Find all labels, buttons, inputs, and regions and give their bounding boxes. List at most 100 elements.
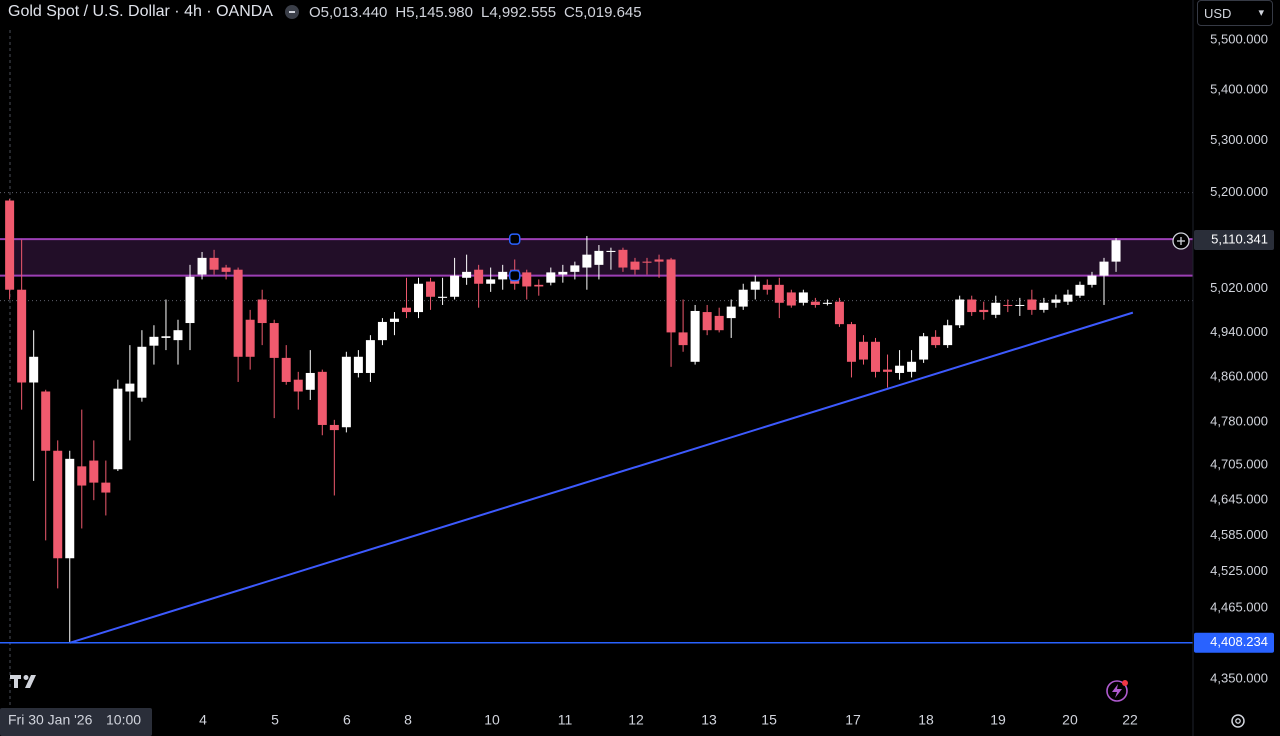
candle-body bbox=[293, 379, 303, 392]
candle-body bbox=[1099, 261, 1109, 276]
candle-body bbox=[401, 307, 411, 313]
candle-body bbox=[834, 301, 844, 325]
candle-body bbox=[486, 279, 496, 284]
candle-body bbox=[606, 250, 616, 252]
candle-body bbox=[582, 254, 592, 268]
candle-body bbox=[377, 321, 387, 341]
x-tick-label: 12 bbox=[628, 712, 644, 728]
candle-body bbox=[329, 424, 339, 431]
ohlc-label: L bbox=[480, 3, 490, 21]
candle-body bbox=[498, 271, 508, 280]
currency-select[interactable]: USD bbox=[1197, 0, 1273, 26]
candle-body bbox=[858, 341, 868, 360]
candle-body bbox=[979, 309, 989, 313]
candle-body bbox=[450, 275, 460, 297]
candle-body bbox=[365, 340, 375, 373]
candle-body bbox=[29, 356, 39, 383]
candle-body bbox=[1027, 299, 1037, 310]
candle-body bbox=[871, 341, 881, 372]
y-tick-label: 4,645.000 bbox=[1210, 492, 1268, 507]
candle-body bbox=[305, 372, 315, 390]
x-tick-label: 22 bbox=[1122, 712, 1138, 728]
candle-body bbox=[5, 200, 15, 290]
price-badge-label: 5,110.341 bbox=[1211, 231, 1268, 246]
y-tick-label: 5,500.000 bbox=[1210, 31, 1268, 46]
candle-body bbox=[546, 272, 556, 283]
candle-body bbox=[642, 261, 652, 263]
candle-body bbox=[353, 356, 363, 373]
candle-body bbox=[245, 319, 255, 357]
y-tick-label: 4,585.000 bbox=[1210, 527, 1268, 542]
ohlc-value: 5,013.440 bbox=[320, 3, 388, 21]
candle-body bbox=[462, 271, 472, 278]
candle-body bbox=[931, 336, 941, 346]
candle-body bbox=[702, 312, 712, 331]
candle-body bbox=[750, 281, 760, 290]
ohlc-value: 5,145.980 bbox=[406, 3, 473, 21]
candle-body bbox=[17, 289, 27, 383]
candle-body bbox=[474, 269, 484, 284]
candle-body bbox=[1111, 240, 1121, 262]
date-badge-time: 10:00 bbox=[106, 712, 141, 728]
y-tick-label: 5,300.000 bbox=[1210, 132, 1268, 147]
candle-body bbox=[690, 310, 700, 362]
trendline bbox=[69, 311, 1134, 644]
date-badge bbox=[0, 708, 152, 736]
ohlc-label: C bbox=[564, 3, 575, 21]
candle-body bbox=[654, 259, 664, 262]
symbol-header: Gold Spot / U.S. Dollar · 4h · OANDA O5,… bbox=[8, 3, 650, 21]
y-tick-label: 4,465.000 bbox=[1210, 599, 1268, 614]
candle-body bbox=[810, 301, 820, 305]
settings-icon[interactable] bbox=[1231, 714, 1245, 728]
candle-body bbox=[113, 388, 123, 470]
price-badge bbox=[1194, 230, 1274, 251]
x-tick-label: 20 bbox=[1062, 712, 1078, 728]
candle-body bbox=[570, 265, 580, 272]
toggle-icon[interactable] bbox=[284, 5, 299, 19]
candle-body bbox=[726, 306, 736, 319]
x-tick-label: 8 bbox=[404, 712, 412, 728]
candle-body bbox=[317, 371, 327, 425]
candle-body bbox=[125, 383, 135, 392]
candle-body bbox=[955, 299, 965, 326]
candle-body bbox=[714, 315, 724, 331]
candle-body bbox=[678, 332, 688, 346]
candle-body bbox=[967, 299, 977, 313]
candle-body bbox=[895, 365, 905, 373]
x-tick-label: 19 bbox=[990, 712, 1006, 728]
add-alert-icon[interactable] bbox=[1172, 232, 1190, 250]
ohlc-legend: O5,013.440 H5,145.980 L4,992.555 C5,019.645 bbox=[309, 4, 650, 21]
zone-handle bbox=[508, 269, 521, 282]
y-tick-label: 4,350.000 bbox=[1210, 670, 1268, 685]
candle-body bbox=[149, 336, 159, 346]
x-tick-label: 15 bbox=[761, 712, 777, 728]
candle-body bbox=[1087, 275, 1097, 285]
candle-body bbox=[618, 249, 628, 268]
candle-body bbox=[1063, 294, 1073, 302]
candle-body bbox=[1003, 304, 1013, 306]
candle-body bbox=[426, 281, 436, 297]
candle-body bbox=[414, 283, 424, 313]
x-tick-label: 5 bbox=[271, 712, 279, 728]
candle-body bbox=[630, 261, 640, 270]
ohlc-label: H bbox=[395, 3, 407, 21]
zone-handle bbox=[508, 233, 521, 245]
candle-body bbox=[41, 391, 51, 451]
x-tick-label: 11 bbox=[558, 712, 573, 728]
candle-body bbox=[943, 325, 953, 346]
logo bbox=[10, 675, 36, 688]
candle-body bbox=[257, 299, 267, 324]
symbol-title[interactable]: Gold Spot / U.S. Dollar · 4h · OANDA bbox=[8, 3, 273, 20]
candle-body bbox=[798, 292, 808, 303]
candle-body bbox=[907, 361, 917, 372]
candle-body bbox=[341, 356, 351, 428]
candle-body bbox=[522, 272, 532, 287]
y-tick-label: 4,940.000 bbox=[1210, 324, 1268, 339]
candle-body bbox=[991, 302, 1001, 315]
y-tick-label: 4,860.000 bbox=[1210, 368, 1268, 383]
candle-body bbox=[1039, 302, 1049, 310]
candle-body bbox=[65, 458, 75, 559]
candle-body bbox=[173, 330, 183, 341]
lightning-icon[interactable] bbox=[1106, 680, 1128, 702]
